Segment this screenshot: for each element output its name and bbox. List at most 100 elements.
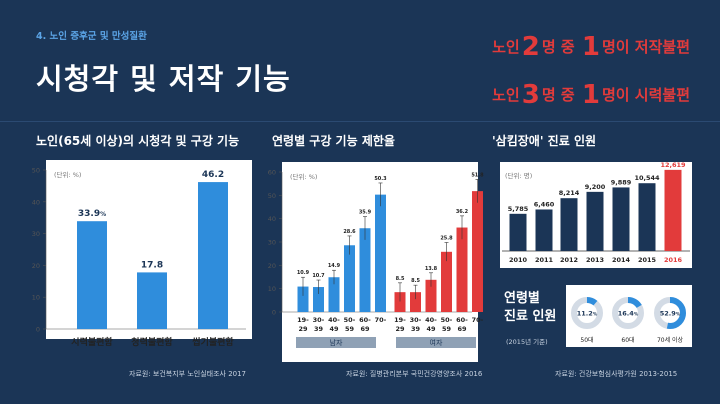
chart2-category-label: 60- bbox=[456, 316, 468, 324]
chart2-category-label: 40- bbox=[328, 316, 340, 324]
chart1-y-unit: (단위: %) bbox=[54, 170, 81, 179]
chart2-value-label: 8.5 bbox=[396, 276, 405, 282]
chart3-bar bbox=[509, 213, 527, 251]
chart3-category-label: 2016 bbox=[664, 256, 683, 264]
chart2-source: 자료원: 질병관리본부 국민건강영양조사 2016 bbox=[346, 370, 483, 378]
chart2-y-tick-label: 40 bbox=[268, 215, 276, 223]
chart3-bar bbox=[612, 187, 630, 251]
chart2-group-label: 여자 bbox=[430, 338, 443, 347]
chart2-bar-male bbox=[375, 194, 386, 312]
chart4-plot-area bbox=[566, 285, 692, 347]
donut-note: (2015년 기준) bbox=[506, 338, 548, 346]
headline-vision: 노인3 명 중 1 명이 시력불편 bbox=[492, 80, 690, 110]
chart3-y-unit: (단위: 명) bbox=[505, 171, 532, 180]
chart2-bar-female bbox=[410, 292, 421, 312]
chart1-category-label: 청력불편함 bbox=[131, 336, 173, 348]
chart4-value-label: 16.4% bbox=[618, 310, 639, 318]
chart2-category-label: 50- bbox=[344, 316, 356, 324]
chart2-group-label: 남자 bbox=[330, 338, 343, 347]
chart2-y-tick-label: 30 bbox=[268, 239, 276, 247]
chart4-donut-slice bbox=[571, 297, 603, 329]
header-divider bbox=[0, 121, 720, 122]
chart-patients-by-age: 11.2% 50대 16.4% 60대 52.9% 70세 이상 bbox=[566, 285, 692, 347]
chart2-value-label: 10.9 bbox=[297, 270, 310, 276]
chart4-donut-slice bbox=[612, 297, 644, 329]
chart3-value-label: 9,200 bbox=[585, 183, 606, 191]
chart2-bar-female bbox=[394, 292, 406, 312]
chart3-value-label: 6,460 bbox=[534, 200, 555, 208]
chart2-category-label: 30- bbox=[313, 316, 325, 324]
chart2-value-label: 36.2 bbox=[456, 209, 469, 215]
chart2-category-label: 39 bbox=[314, 325, 324, 333]
page-title: 시청각 및 저작 기능 bbox=[36, 62, 291, 96]
chart2-bar-male bbox=[344, 245, 355, 312]
chart1-y-tick-label: 20 bbox=[32, 262, 40, 270]
chart3-source: 자료원: 건강보험심사평가원 2013-2015 bbox=[555, 370, 678, 378]
chart2-category-label: 39 bbox=[411, 325, 421, 333]
headline-mid: 명 중 bbox=[541, 86, 575, 104]
chart3-category-label: 2011 bbox=[535, 256, 554, 264]
chart2-category-label: 59 bbox=[345, 325, 355, 333]
chart2-value-label: 28.6 bbox=[343, 229, 356, 235]
chart3-value-label: 8,214 bbox=[559, 189, 580, 197]
chart4-value-label: 11.2% bbox=[577, 310, 598, 318]
donut-title-line2: 진료 인원 bbox=[504, 309, 557, 324]
chart2-value-label: 35.9 bbox=[359, 210, 372, 216]
chart1-value-label: 33.9% bbox=[78, 209, 106, 219]
chart2-category-label: 29 bbox=[298, 325, 308, 333]
chart2-category-label: 19- bbox=[394, 316, 406, 324]
headline-suffix: 명이 시력불편 bbox=[601, 86, 690, 104]
chart1-category-label: 시력불편함 bbox=[71, 336, 113, 348]
chart3-bar bbox=[664, 169, 682, 251]
chart2-value-label: 8.5 bbox=[411, 278, 420, 284]
chart1-value-label: 17.8 bbox=[141, 260, 163, 270]
chart3-value-label: 9,889 bbox=[611, 178, 632, 186]
chart2-bar-female bbox=[456, 227, 468, 312]
chart2-category-label: 29 bbox=[395, 325, 405, 333]
chart2-category-label: 40- bbox=[425, 316, 437, 324]
donut-title: 연령별 진료 인원 bbox=[504, 290, 556, 326]
chart2-category-label: 69 bbox=[457, 325, 467, 333]
headline-number: 1 bbox=[581, 80, 600, 110]
chart2-bar-female bbox=[441, 251, 452, 312]
headline-prefix: 노인 bbox=[492, 38, 520, 56]
chart2-bar-female bbox=[472, 191, 483, 312]
chart1-y-tick-label: 50 bbox=[32, 167, 40, 175]
chart3-bar bbox=[535, 209, 553, 251]
chart1-y-tick-label: 10 bbox=[32, 294, 40, 302]
chart2-category-label: 59 bbox=[442, 325, 452, 333]
chart3-bar bbox=[586, 191, 604, 251]
chart1-bar bbox=[198, 182, 228, 329]
chart1-bar bbox=[77, 221, 107, 329]
headline-chewing: 노인2 명 중 1 명이 저작불편 bbox=[492, 32, 690, 62]
chart3-category-label: 2010 bbox=[509, 256, 528, 264]
chart4-category-label: 60대 bbox=[621, 336, 634, 344]
headline-number: 2 bbox=[521, 32, 540, 62]
chart3-value-label: 12,619 bbox=[660, 161, 686, 169]
chart2-bar-male bbox=[328, 277, 340, 312]
chart2-category-label: 70- bbox=[375, 316, 387, 324]
chart3-value-label: 5,785 bbox=[508, 205, 529, 213]
chart2-y-tick-label: 60 bbox=[268, 169, 276, 177]
chart2-value-label: 10.7 bbox=[312, 273, 325, 279]
section-label: 4. 노인 증후군 및 만성질환 bbox=[36, 31, 147, 42]
chart4-category-label: 70세 이상 bbox=[657, 336, 684, 344]
chart-dysphagia-patients: (단위: 명) 5,785 2010 6,460 2011 8,214 2012 9,200 2… bbox=[500, 161, 692, 268]
chart3-value-label: 10,544 bbox=[634, 174, 660, 182]
chart1-y-tick-label: 40 bbox=[32, 198, 40, 206]
headline-prefix: 노인 bbox=[492, 86, 520, 104]
headline-number: 1 bbox=[581, 32, 600, 62]
chart2-bar-female bbox=[425, 279, 437, 312]
headline-number: 3 bbox=[521, 80, 540, 110]
chart2-value-label: 13.8 bbox=[425, 266, 438, 272]
chart1-value-label: 46.2 bbox=[202, 170, 224, 180]
chart1-bar bbox=[137, 272, 167, 329]
chart2-y-tick-label: 50 bbox=[268, 192, 276, 200]
chart1-title: 노인(65세 이상)의 시청각 및 구강 기능 bbox=[36, 134, 240, 148]
chart3-category-label: 2013 bbox=[586, 256, 604, 264]
headline-suffix: 명이 저작불편 bbox=[601, 38, 690, 56]
donut-title-line1: 연령별 bbox=[504, 291, 540, 306]
chart2-value-label: 14.9 bbox=[328, 263, 341, 269]
